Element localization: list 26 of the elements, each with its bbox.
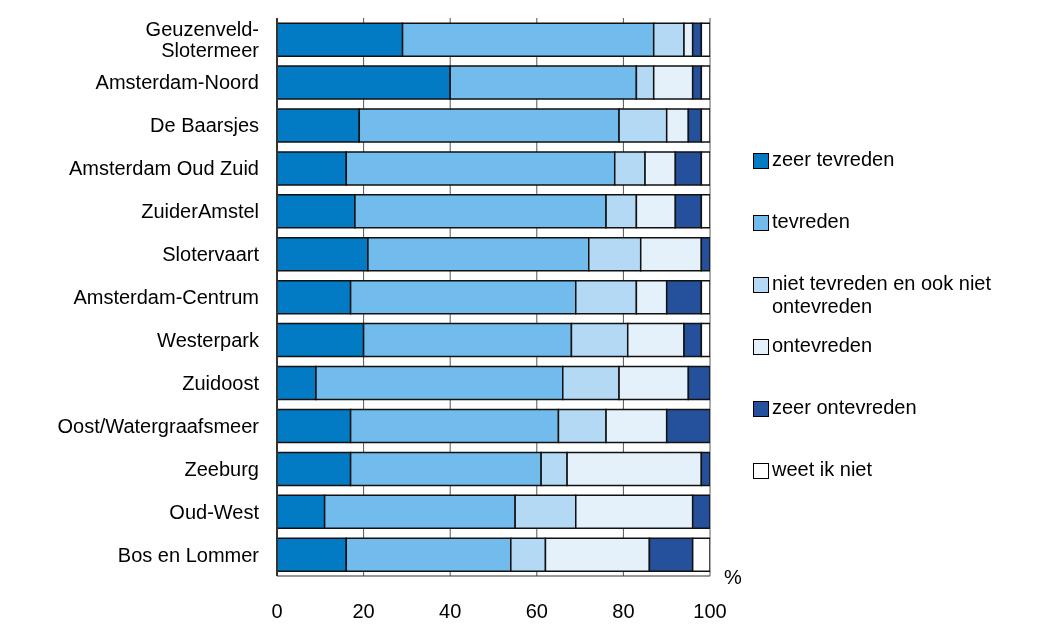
- legend-label: weet ik niet: [772, 458, 873, 481]
- x-tick-label: 0: [271, 600, 283, 623]
- y-tick-label: De Baarsjes: [150, 114, 259, 137]
- x-tick-label: 40: [439, 600, 462, 623]
- x-tick-label: 60: [525, 600, 548, 623]
- legend-label: zeer tevreden: [772, 148, 895, 171]
- legend-label: ontevreden: [772, 334, 873, 357]
- y-tick-label: Amsterdam Oud Zuid: [68, 157, 259, 180]
- y-tick-label: Geuzenveld- Slotermeer: [145, 17, 260, 61]
- y-tick-label: Oud-West: [169, 500, 260, 523]
- x-tick-label: 80: [612, 600, 635, 623]
- y-tick-label: Westerpark: [157, 328, 260, 351]
- legend-label: niet tevreden en ook niet ontevreden: [772, 272, 993, 318]
- y-tick-label: Amsterdam-Centrum: [73, 286, 259, 308]
- text: %: [724, 566, 742, 589]
- y-tick-label: Amsterdam-Noord: [95, 71, 259, 94]
- x-tick-label: 100: [693, 600, 727, 623]
- y-tick-label: ZuiderAmstel: [141, 200, 259, 223]
- y-tick-label: Oost/Watergraafsmeer: [57, 414, 260, 437]
- y-tick-label: Zeeburg: [184, 457, 259, 480]
- text: tevreden: [772, 210, 850, 233]
- y-tick-label: Zuidoost: [182, 371, 260, 394]
- y-tick-label: Bos en Lommer: [117, 543, 260, 566]
- x-tick-label: 20: [352, 600, 375, 623]
- y-tick-label: Slotervaart: [162, 243, 260, 266]
- legend-label: zeer ontevreden: [772, 396, 917, 419]
